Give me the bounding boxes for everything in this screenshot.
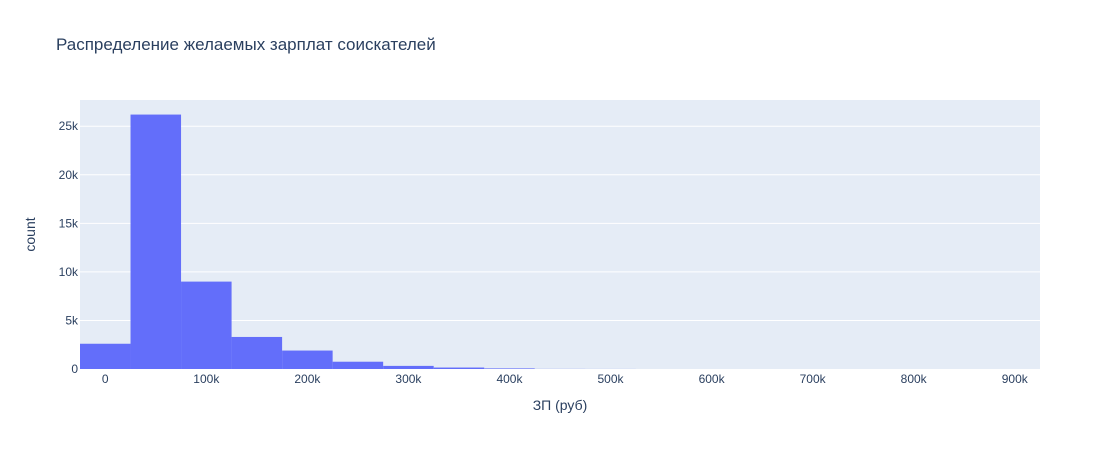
y-axis-title: count [22, 217, 38, 251]
plot-area [80, 100, 1040, 369]
y-tick-label: 25k [59, 119, 79, 133]
x-tick-label: 900k [1002, 372, 1029, 386]
x-tick-label: 0 [102, 372, 109, 386]
y-tick-label: 0 [71, 362, 78, 376]
histogram-bar [433, 367, 485, 369]
histogram-bar [484, 368, 535, 369]
x-tick-label: 800k [901, 372, 928, 386]
y-tick-label: 15k [59, 216, 79, 230]
x-axis-title: ЗП (руб) [533, 397, 588, 413]
histogram-bar [332, 361, 384, 369]
x-axis-ticks: 0 100k 200k 300k 400k 500k 600k 700k 800k 900k [102, 372, 1029, 386]
x-tick-label: 400k [496, 372, 523, 386]
chart-title: Распределение желаемых зарплат соискател… [56, 35, 436, 54]
y-axis-ticks: 0 5k 10k 15k 20k 25k [59, 119, 79, 376]
histogram-bar [80, 343, 131, 369]
x-tick-label: 200k [294, 372, 321, 386]
y-tick-label: 20k [59, 168, 79, 182]
histogram-bar [282, 350, 333, 369]
x-tick-label: 100k [193, 372, 220, 386]
y-tick-label: 5k [65, 313, 79, 327]
x-tick-label: 500k [598, 372, 625, 386]
y-tick-label: 10k [59, 265, 79, 279]
x-tick-label: 300k [395, 372, 422, 386]
x-tick-label: 600k [699, 372, 726, 386]
histogram-bar [231, 336, 283, 369]
histogram-bar [130, 114, 182, 369]
histogram-bar [181, 281, 232, 369]
grid-lines [80, 125, 1040, 321]
histogram-bar [383, 365, 434, 369]
x-tick-label: 700k [800, 372, 827, 386]
bars [80, 114, 636, 369]
